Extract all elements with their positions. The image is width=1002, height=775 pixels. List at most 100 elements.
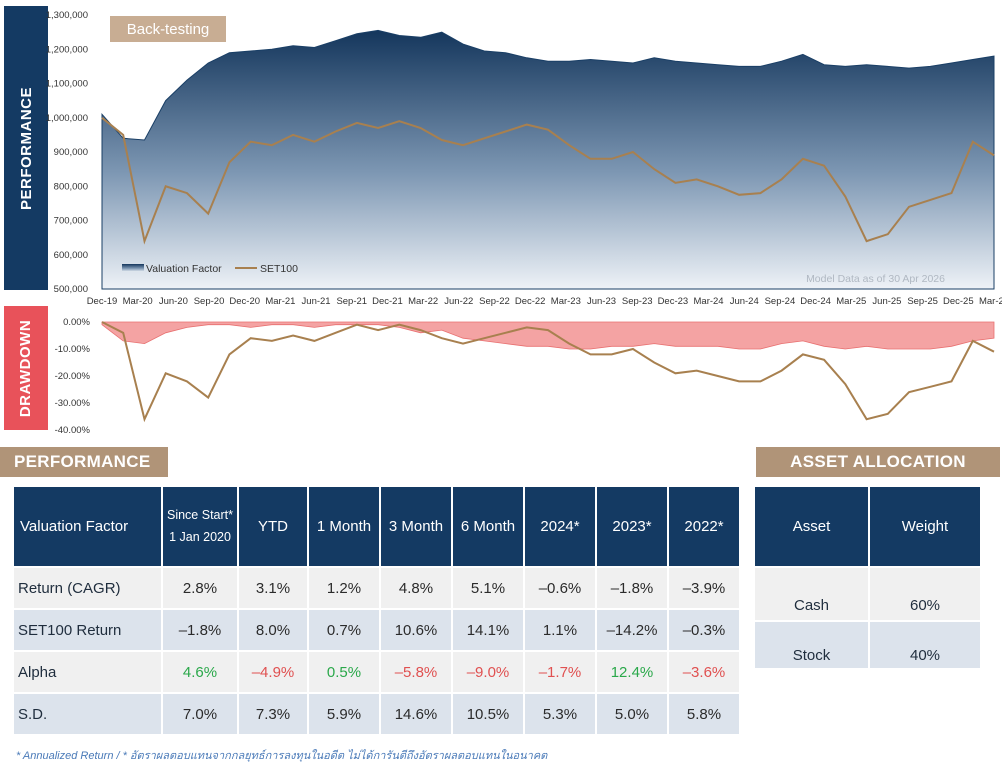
performance-header-2: YTD <box>239 487 307 566</box>
x-tick-label: Jun-22 <box>444 296 473 307</box>
x-tick-label: Jun-24 <box>730 296 759 307</box>
performance-header-1: Since Start* 1 Jan 2020 <box>163 487 237 566</box>
performance-table: Valuation Factor Since Start* 1 Jan 2020 Y… <box>12 485 741 736</box>
legend-label-set100: SET100 <box>260 263 298 275</box>
performance-cell: –0.6% <box>525 568 595 608</box>
allocation-asset-cash: Cash <box>755 568 868 620</box>
y-tick-label: 1,100,000 <box>46 79 88 90</box>
x-tick-label: Mar-20 <box>123 296 153 307</box>
performance-cell: 5.9% <box>309 694 379 734</box>
allocation-weight-cash: 60% <box>870 568 980 620</box>
performance-cell: –4.9% <box>239 652 307 692</box>
performance-row-label: S.D. <box>14 694 161 734</box>
x-tick-label: Sep-20 <box>194 296 225 307</box>
x-tick-label: Sep-24 <box>765 296 796 307</box>
x-tick-label: Dec-23 <box>658 296 689 307</box>
performance-chart: 1,300,000 1,200,000 1,100,000 1,000,000 900,… <box>46 10 1002 307</box>
x-tick-label: Sep-22 <box>479 296 510 307</box>
footnote: * Annualized Return / * อัตราผลตอบแทนจาก… <box>16 750 548 762</box>
x-tick-label: Dec-20 <box>229 296 260 307</box>
performance-row-label: Alpha <box>14 652 161 692</box>
x-tick-label: Dec-25 <box>943 296 974 307</box>
x-tick-label: Sep-21 <box>336 296 367 307</box>
performance-cell: 4.6% <box>163 652 237 692</box>
drawdown-side-label: DRAWDOWN <box>4 306 48 430</box>
performance-cell: 10.6% <box>381 610 451 650</box>
performance-cell: –1.8% <box>163 610 237 650</box>
performance-row: SET100 Return –1.8% 8.0% 0.7% 10.6% 14.1% 1.1%… <box>14 610 739 650</box>
performance-cell: 0.7% <box>309 610 379 650</box>
performance-cell: 3.1% <box>239 568 307 608</box>
allocation-row: Cash 60% <box>755 568 980 620</box>
dd-y-tick-label: -30.00% <box>55 398 91 409</box>
performance-row-label: SET100 Return <box>14 610 161 650</box>
performance-cell: 1.1% <box>525 610 595 650</box>
y-tick-label: 900,000 <box>54 147 88 158</box>
performance-header-3: 1 Month <box>309 487 379 566</box>
performance-cell: 5.1% <box>453 568 523 608</box>
dd-y-tick-label: -10.00% <box>55 344 91 355</box>
x-tick-label: Jun-20 <box>159 296 188 307</box>
performance-cell: –5.8% <box>381 652 451 692</box>
performance-header-4: 3 Month <box>381 487 451 566</box>
performance-header-5: 6 Month <box>453 487 523 566</box>
performance-cell: 5.3% <box>525 694 595 734</box>
performance-row: S.D. 7.0% 7.3% 5.9% 14.6% 10.5% 5.3% 5.0% 5.8% <box>14 694 739 734</box>
x-tick-label: Mar-24 <box>694 296 724 307</box>
set100-line <box>101 117 995 245</box>
x-tick-label: Jun-21 <box>302 296 331 307</box>
performance-row: Return (CAGR) 2.8% 3.1% 1.2% 4.8% 5.1% –0.6% –1… <box>14 568 739 608</box>
y-tick-label: 1,000,000 <box>46 113 88 124</box>
x-tick-label: Jun-25 <box>872 296 901 307</box>
chart-legend: Valuation Factor SET100 <box>122 263 298 275</box>
performance-table-header: Valuation Factor Since Start* 1 Jan 2020 Y… <box>14 487 739 566</box>
performance-header-8: 2022* <box>669 487 739 566</box>
performance-section-title: PERFORMANCE <box>0 447 168 477</box>
performance-cell: 0.5% <box>309 652 379 692</box>
performance-cell: –9.0% <box>453 652 523 692</box>
x-tick-label: Mar-26 <box>979 296 1002 307</box>
performance-cell: 5.0% <box>597 694 667 734</box>
dd-y-tick-label: -40.00% <box>55 425 91 436</box>
x-tick-label: Mar-22 <box>408 296 438 307</box>
x-tick-label: Mar-21 <box>265 296 295 307</box>
y-tick-label: 500,000 <box>54 284 88 295</box>
back-testing-badge: Back-testing <box>110 16 226 42</box>
performance-cell: 14.1% <box>453 610 523 650</box>
y-tick-label: 800,000 <box>54 181 88 192</box>
performance-row-label: Return (CAGR) <box>14 568 161 608</box>
performance-cell: –3.6% <box>669 652 739 692</box>
performance-header-6: 2024* <box>525 487 595 566</box>
allocation-table-header: Asset Weight <box>755 487 980 566</box>
performance-header-7: 2023* <box>597 487 667 566</box>
x-tick-label: Dec-21 <box>372 296 403 307</box>
performance-cell: –14.2% <box>597 610 667 650</box>
x-tick-label: Dec-19 <box>87 296 118 307</box>
allocation-row: Stock 40% <box>755 622 980 668</box>
asset-allocation-table: Asset Weight Cash 60% Stock 40% <box>753 485 982 670</box>
performance-cell: –1.8% <box>597 568 667 608</box>
x-tick-label: Dec-24 <box>800 296 831 307</box>
x-tick-label: Mar-25 <box>836 296 866 307</box>
performance-cell: –0.3% <box>669 610 739 650</box>
y-tick-label: 1,300,000 <box>46 10 88 21</box>
x-tick-label: Jun-23 <box>587 296 616 307</box>
drawdown-valuation-factor-area <box>101 321 995 350</box>
performance-cell: 2.8% <box>163 568 237 608</box>
dd-y-tick-label: 0.00% <box>63 317 90 328</box>
allocation-header-weight: Weight <box>870 487 980 566</box>
performance-header-0: Valuation Factor <box>14 487 161 566</box>
allocation-weight-stock: 40% <box>870 622 980 668</box>
performance-cell: 10.5% <box>453 694 523 734</box>
asset-allocation-section-title: ASSET ALLOCATION <box>756 447 1000 477</box>
dd-y-tick-label: -20.00% <box>55 371 91 382</box>
allocation-header-asset: Asset <box>755 487 868 566</box>
performance-cell: 1.2% <box>309 568 379 608</box>
performance-cell: 7.0% <box>163 694 237 734</box>
performance-cell: 4.8% <box>381 568 451 608</box>
y-tick-label: 1,200,000 <box>46 44 88 55</box>
x-tick-label: Sep-25 <box>907 296 938 307</box>
performance-cell: 12.4% <box>597 652 667 692</box>
drawdown-set100-line <box>101 321 995 423</box>
x-tick-label: Dec-22 <box>515 296 546 307</box>
